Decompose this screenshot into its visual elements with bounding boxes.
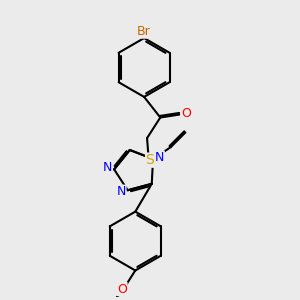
Text: S: S — [146, 153, 154, 167]
Text: Br: Br — [137, 25, 151, 38]
Text: O: O — [181, 106, 191, 120]
Text: N: N — [155, 151, 164, 164]
Text: O: O — [117, 283, 127, 296]
Text: N: N — [116, 185, 126, 198]
Text: N: N — [103, 161, 112, 174]
